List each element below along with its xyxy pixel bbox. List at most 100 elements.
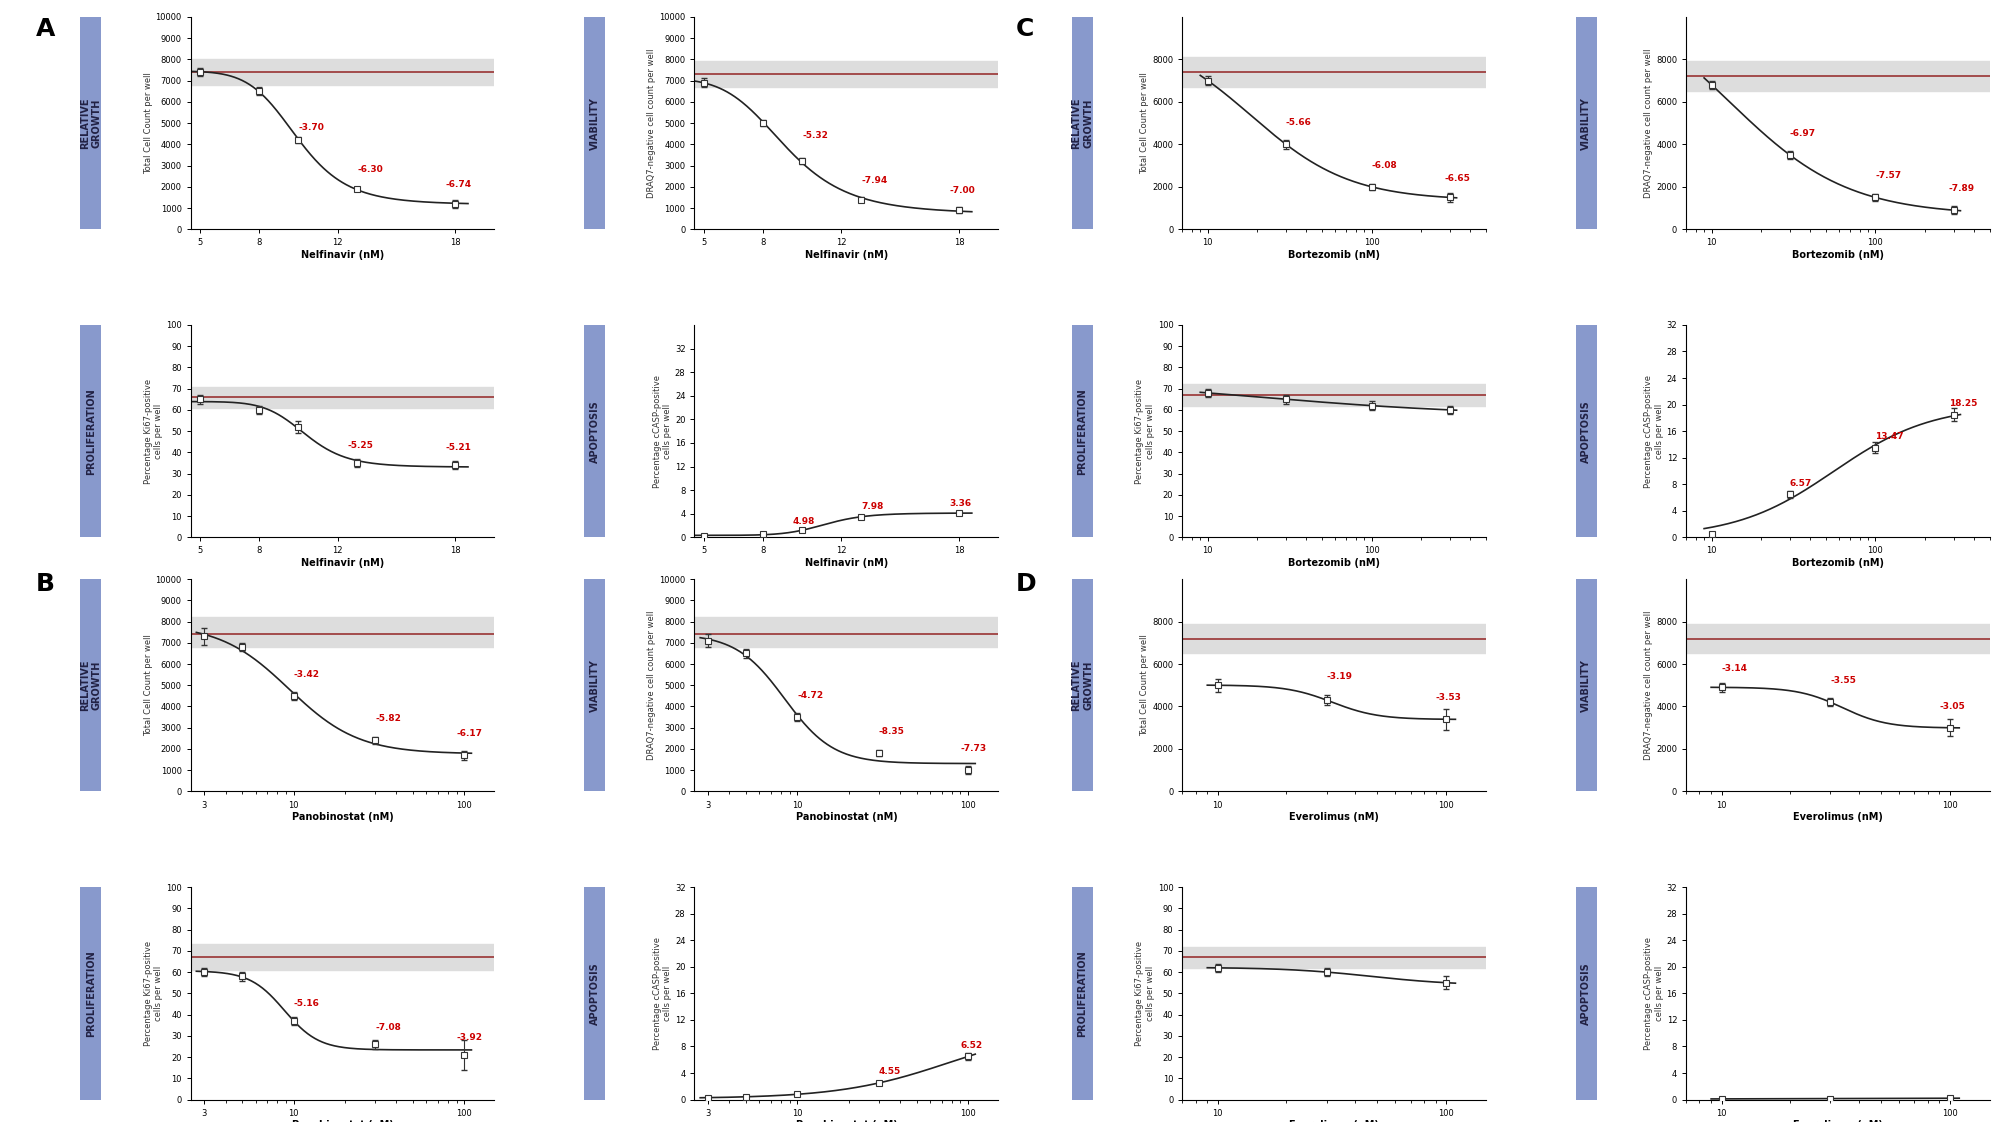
Text: -6.08: -6.08 [1372, 160, 1398, 169]
Text: -3.19: -3.19 [1326, 672, 1352, 681]
Text: -7.57: -7.57 [1876, 172, 1902, 181]
Bar [1686, 624, 1990, 653]
Text: -7.94: -7.94 [862, 176, 888, 185]
Text: VIABILITY: VIABILITY [590, 659, 600, 711]
Text: -5.16: -5.16 [294, 1000, 320, 1009]
Text: -3.53: -3.53 [1436, 693, 1462, 702]
Text: 4.98: 4.98 [792, 516, 814, 525]
Y-axis label: Total Cell Count per well: Total Cell Count per well [144, 72, 152, 174]
Text: -5.66: -5.66 [1286, 118, 1312, 127]
Text: -3.05: -3.05 [1940, 701, 1966, 710]
Text: VIABILITY: VIABILITY [1582, 96, 1592, 149]
Text: 3.36: 3.36 [950, 499, 972, 508]
Y-axis label: Percentage cCASP-positive
cells per well: Percentage cCASP-positive cells per well [1644, 375, 1664, 488]
Bar [1182, 947, 1486, 968]
Y-axis label: DRAQ7-negative cell count per well: DRAQ7-negative cell count per well [1644, 48, 1654, 197]
X-axis label: Bortezomib (nM): Bortezomib (nM) [1792, 558, 1884, 568]
Text: RELATIVE
GROWTH: RELATIVE GROWTH [80, 660, 102, 711]
Y-axis label: Total Cell Count per well: Total Cell Count per well [144, 634, 152, 736]
Bar [1182, 57, 1486, 86]
Text: PROLIFERATION: PROLIFERATION [86, 388, 96, 475]
Text: -8.35: -8.35 [878, 727, 904, 736]
X-axis label: Panobinostat (nM): Panobinostat (nM) [292, 1121, 394, 1122]
Text: -7.89: -7.89 [1948, 184, 1974, 193]
Text: -3.92: -3.92 [456, 1033, 482, 1042]
Bar [694, 62, 998, 86]
Text: -5.32: -5.32 [802, 131, 828, 140]
Text: -3.14: -3.14 [1722, 663, 1748, 672]
Text: 7.98: 7.98 [862, 502, 884, 511]
Y-axis label: Percentage Ki67-positive
cells per well: Percentage Ki67-positive cells per well [144, 378, 164, 484]
Text: -6.74: -6.74 [446, 180, 472, 188]
Text: APOPTOSIS: APOPTOSIS [590, 399, 600, 462]
Text: -7.73: -7.73 [960, 744, 986, 753]
X-axis label: Bortezomib (nM): Bortezomib (nM) [1288, 250, 1380, 260]
Bar [1686, 62, 1990, 91]
Bar [190, 945, 494, 969]
Text: PROLIFERATION: PROLIFERATION [1078, 950, 1088, 1037]
Bar [1182, 624, 1486, 653]
X-axis label: Panobinostat (nM): Panobinostat (nM) [796, 812, 898, 822]
X-axis label: Nelfinavir (nM): Nelfinavir (nM) [804, 250, 888, 260]
Text: C: C [1016, 17, 1034, 40]
Text: -7.00: -7.00 [950, 186, 976, 195]
Text: RELATIVE
GROWTH: RELATIVE GROWTH [1072, 660, 1094, 711]
Text: -5.82: -5.82 [376, 715, 400, 724]
Y-axis label: Percentage cCASP-positive
cells per well: Percentage cCASP-positive cells per well [652, 375, 672, 488]
Y-axis label: Total Cell Count per well: Total Cell Count per well [1140, 634, 1150, 736]
X-axis label: Everolimus (nM): Everolimus (nM) [1794, 1121, 1884, 1122]
X-axis label: Panobinostat (nM): Panobinostat (nM) [796, 1121, 898, 1122]
Text: -6.97: -6.97 [1790, 129, 1816, 138]
Text: -5.21: -5.21 [446, 443, 472, 452]
X-axis label: Everolimus (nM): Everolimus (nM) [1290, 812, 1380, 822]
Text: -5.25: -5.25 [348, 441, 374, 450]
X-axis label: Nelfinavir (nM): Nelfinavir (nM) [300, 250, 384, 260]
Bar [190, 386, 494, 407]
Y-axis label: DRAQ7-negative cell count per well: DRAQ7-negative cell count per well [648, 610, 656, 760]
Y-axis label: Percentage cCASP-positive
cells per well: Percentage cCASP-positive cells per well [1644, 937, 1664, 1050]
Y-axis label: Percentage cCASP-positive
cells per well: Percentage cCASP-positive cells per well [652, 937, 672, 1050]
Text: RELATIVE
GROWTH: RELATIVE GROWTH [80, 98, 102, 149]
Bar [694, 617, 998, 647]
Bar [190, 617, 494, 647]
Y-axis label: Total Cell Count per well: Total Cell Count per well [1140, 72, 1150, 174]
Y-axis label: DRAQ7-negative cell count per well: DRAQ7-negative cell count per well [648, 48, 656, 197]
Text: APOPTOSIS: APOPTOSIS [1582, 399, 1592, 462]
X-axis label: Everolimus (nM): Everolimus (nM) [1794, 812, 1884, 822]
Text: 4.55: 4.55 [878, 1067, 902, 1076]
X-axis label: Panobinostat (nM): Panobinostat (nM) [292, 812, 394, 822]
Text: -6.30: -6.30 [358, 165, 382, 174]
Text: -3.42: -3.42 [294, 670, 320, 679]
Text: PROLIFERATION: PROLIFERATION [1078, 388, 1088, 475]
Text: 13.47: 13.47 [1876, 432, 1904, 441]
Text: -6.65: -6.65 [1444, 174, 1470, 183]
Bar [1182, 385, 1486, 406]
Y-axis label: DRAQ7-negative cell count per well: DRAQ7-negative cell count per well [1644, 610, 1654, 760]
Text: -3.55: -3.55 [1830, 677, 1856, 686]
Text: B: B [36, 572, 56, 596]
X-axis label: Nelfinavir (nM): Nelfinavir (nM) [300, 558, 384, 568]
Text: A: A [36, 17, 56, 40]
Text: APOPTOSIS: APOPTOSIS [1582, 962, 1592, 1024]
Y-axis label: Percentage Ki67-positive
cells per well: Percentage Ki67-positive cells per well [144, 940, 164, 1046]
Y-axis label: Percentage Ki67-positive
cells per well: Percentage Ki67-positive cells per well [1136, 940, 1154, 1046]
Text: APOPTOSIS: APOPTOSIS [590, 962, 600, 1024]
X-axis label: Bortezomib (nM): Bortezomib (nM) [1792, 250, 1884, 260]
Text: RELATIVE
GROWTH: RELATIVE GROWTH [1072, 98, 1094, 149]
Text: 6.57: 6.57 [1790, 479, 1812, 488]
Text: VIABILITY: VIABILITY [1582, 659, 1592, 711]
Text: -4.72: -4.72 [798, 691, 824, 700]
X-axis label: Bortezomib (nM): Bortezomib (nM) [1288, 558, 1380, 568]
Text: PROLIFERATION: PROLIFERATION [86, 950, 96, 1037]
Text: -3.70: -3.70 [298, 122, 324, 131]
Text: -6.17: -6.17 [456, 729, 482, 738]
Bar [190, 59, 494, 85]
Text: -7.08: -7.08 [376, 1022, 400, 1031]
X-axis label: Nelfinavir (nM): Nelfinavir (nM) [804, 558, 888, 568]
Text: VIABILITY: VIABILITY [590, 96, 600, 149]
Text: D: D [1016, 572, 1036, 596]
Y-axis label: Percentage Ki67-positive
cells per well: Percentage Ki67-positive cells per well [1136, 378, 1154, 484]
X-axis label: Everolimus (nM): Everolimus (nM) [1290, 1121, 1380, 1122]
Text: 18.25: 18.25 [1948, 399, 1978, 408]
Text: 6.52: 6.52 [960, 1041, 982, 1050]
